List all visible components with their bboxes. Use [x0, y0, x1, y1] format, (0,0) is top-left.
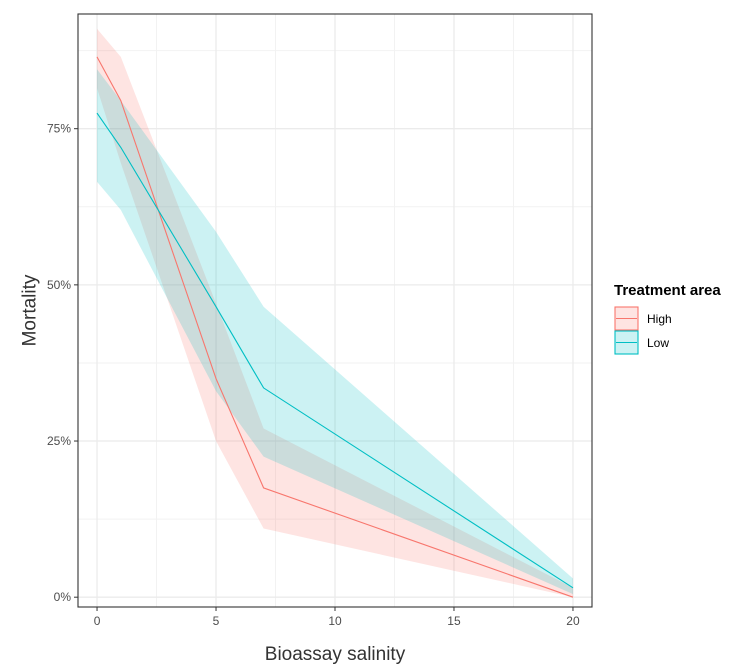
y-tick-label: 0%	[54, 590, 72, 604]
ribbon-low	[97, 69, 573, 595]
line-low	[96, 112, 574, 589]
legend-title: Treatment area	[614, 282, 721, 299]
line-high	[96, 56, 574, 598]
series-lines	[96, 56, 574, 598]
y-axis-title: Mortality	[20, 274, 41, 346]
x-tick-label: 20	[566, 614, 580, 628]
confidence-ribbons	[97, 28, 573, 598]
y-tick-label: 25%	[47, 434, 71, 448]
grid-major	[78, 14, 592, 607]
ribbon-high	[97, 28, 573, 598]
legend-items: High Low	[614, 306, 672, 355]
legend-label-high: High	[647, 312, 672, 326]
legend: Treatment area High Low	[614, 282, 721, 355]
y-axis-ticks: 0% 25% 50% 75%	[47, 122, 78, 604]
x-tick-label: 0	[94, 614, 101, 628]
x-tick-label: 10	[328, 614, 342, 628]
x-axis-title: Bioassay salinity	[265, 644, 406, 665]
x-axis-ticks: 0 5 10 15 20	[94, 607, 580, 628]
y-tick-label: 50%	[47, 278, 71, 292]
x-tick-label: 15	[447, 614, 461, 628]
x-tick-label: 5	[213, 614, 220, 628]
legend-label-low: Low	[647, 336, 669, 350]
y-tick-label: 75%	[47, 122, 71, 136]
